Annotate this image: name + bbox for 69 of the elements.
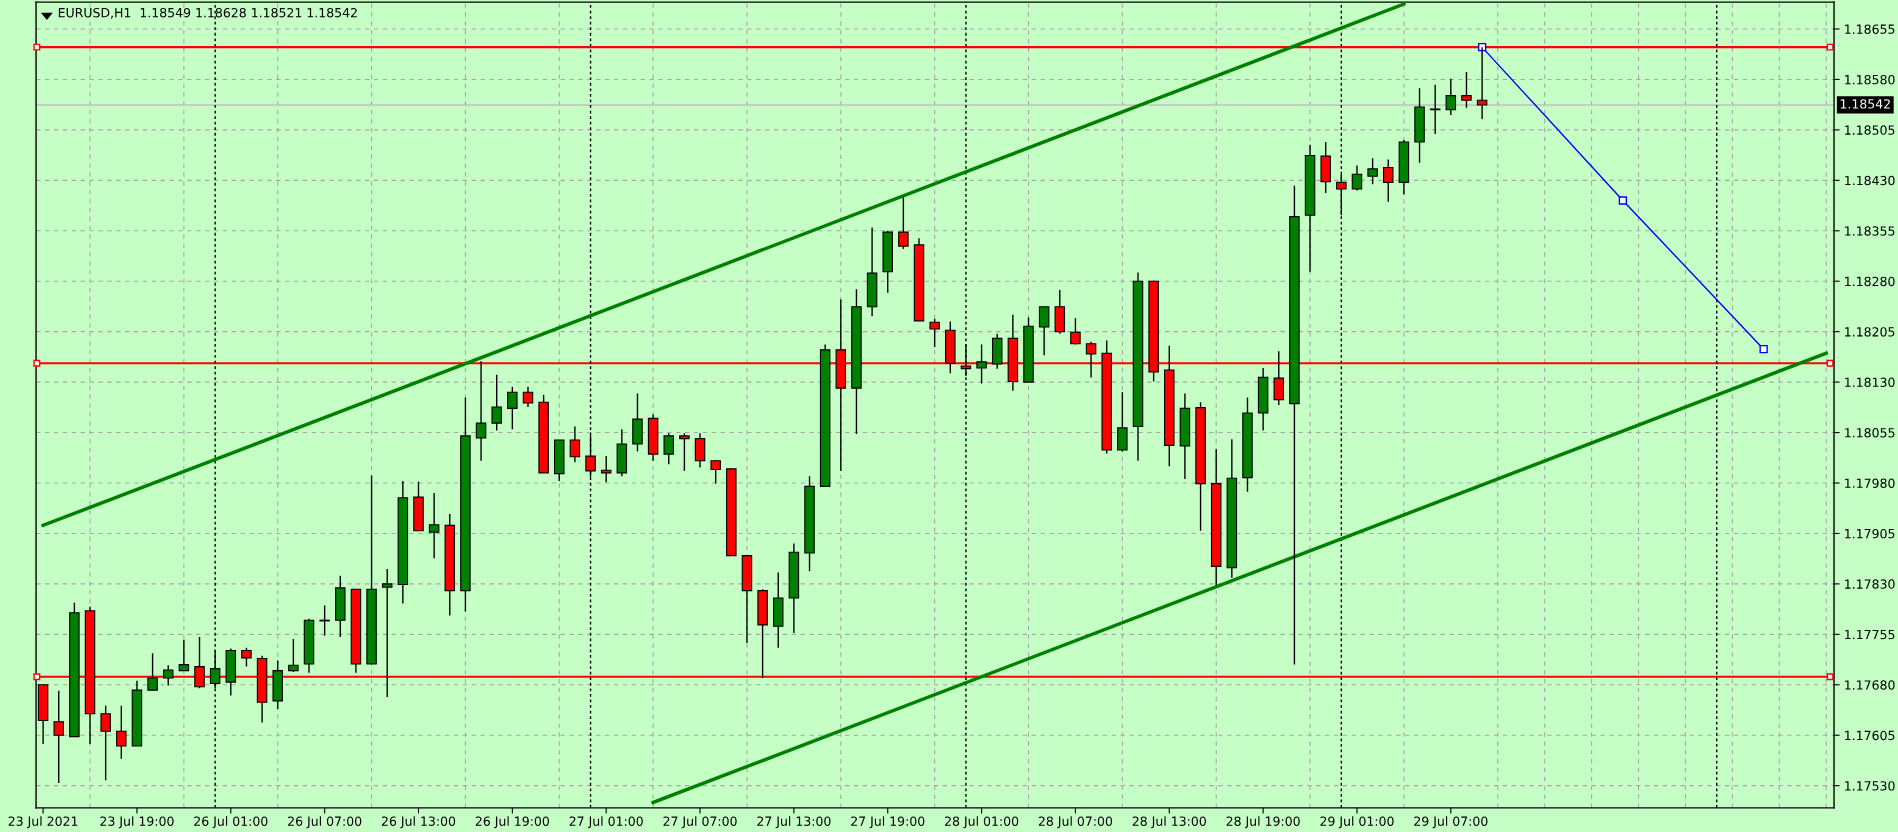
candlestick	[1461, 71, 1472, 109]
x-tick-label: 28 Jul 19:00	[1226, 816, 1300, 829]
y-tick-label: 1.18505	[1845, 125, 1895, 135]
candlestick	[100, 704, 111, 781]
y-tick-label: 1.18205	[1845, 327, 1895, 337]
candlestick	[663, 432, 675, 465]
y-tick-label: 1.17530	[1845, 781, 1895, 791]
candlestick	[679, 432, 690, 472]
candlestick	[178, 639, 190, 672]
candlestick	[569, 425, 581, 463]
candlestick	[1429, 84, 1441, 135]
x-tick-label: 28 Jul 07:00	[1038, 816, 1113, 829]
x-tick-label: 27 Jul 13:00	[757, 816, 831, 829]
candlestick	[162, 664, 174, 687]
x-tick-label: 26 Jul 13:00	[381, 816, 456, 829]
point	[1618, 196, 1628, 205]
y-tick-label: 1.18655	[1845, 24, 1895, 34]
candlestick	[475, 360, 487, 462]
candlestick	[381, 568, 393, 698]
x-tick-label: 27 Jul 07:00	[663, 816, 737, 829]
candlestick	[522, 386, 534, 408]
candlestick	[116, 704, 127, 760]
y-tick-label: 1.17905	[1845, 528, 1895, 539]
y-tick-label: 1.18430	[1845, 175, 1895, 186]
x-tick-label: 27 Jul 19:00	[851, 816, 925, 829]
candlestick	[976, 343, 987, 385]
candlestick	[929, 318, 940, 348]
candlestick	[491, 374, 502, 432]
candlestick	[241, 647, 252, 668]
y-tick-label: 1.17605	[1845, 730, 1895, 741]
candlestick	[53, 690, 64, 784]
candlestick	[898, 196, 909, 250]
candlestick	[1351, 164, 1363, 192]
candlestick	[319, 604, 330, 637]
ref-line-label: 1.18542	[1840, 99, 1890, 109]
y-tick-label: 1.17830	[1845, 579, 1895, 589]
x-tick-label: 27 Jul 01:00	[569, 816, 643, 829]
x-tick-label: 28 Jul 13:00	[1132, 816, 1206, 829]
x-tick-label: 23 Jul 19:00	[100, 816, 174, 829]
x-tick-label: 26 Jul 19:00	[475, 816, 549, 829]
candlestick	[1367, 157, 1378, 186]
y-tick-label: 1.18355	[1845, 226, 1895, 236]
y-tick-label: 1.18130	[1845, 377, 1895, 388]
x-tick-label: 26 Jul 01:00	[194, 816, 268, 829]
y-tick-label: 1.18580	[1845, 74, 1895, 85]
x-tick-label: 29 Jul 01:00	[1320, 816, 1394, 829]
candlestick	[1445, 78, 1457, 116]
candlestick	[1117, 391, 1128, 453]
y-tick-label: 1.18055	[1845, 428, 1895, 438]
x-tick-label: 23 Jul 2021	[8, 816, 78, 829]
x-tick-label: 28 Jul 01:00	[945, 816, 1019, 829]
candlestick	[1038, 306, 1050, 356]
candlestick	[1383, 158, 1394, 203]
chart-title: EURUSD,H1 1.18549 1.18628 1.18521 1.18542	[58, 7, 357, 19]
x-tick-label: 26 Jul 07:00	[288, 816, 362, 829]
x-tick-label: 29 Jul 07:00	[1414, 816, 1488, 829]
candlestick	[600, 455, 612, 484]
candlestick	[428, 492, 440, 560]
y-tick-label: 1.17980	[1845, 478, 1895, 488]
candlestick	[147, 652, 158, 691]
candlestick	[507, 386, 518, 430]
candlestick	[710, 459, 721, 485]
candlestick	[1070, 317, 1081, 346]
y-tick-label: 1.17680	[1845, 680, 1895, 690]
candlestick	[694, 432, 706, 469]
point	[1759, 344, 1768, 354]
candlestick	[288, 638, 299, 673]
y-tick-label: 1.17755	[1845, 629, 1895, 640]
y-tick-label: 1.18280	[1845, 276, 1895, 287]
